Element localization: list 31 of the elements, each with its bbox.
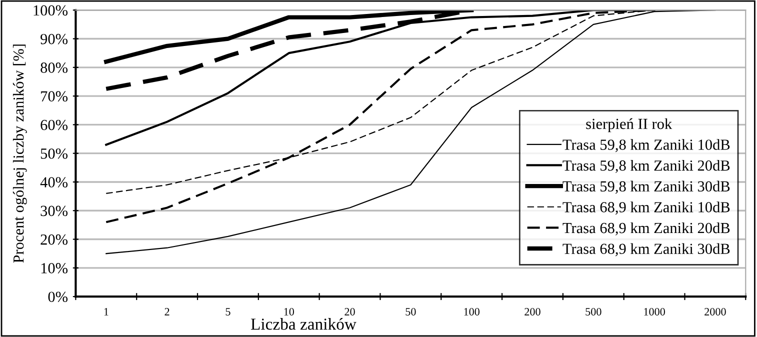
legend-label: Trasa 68,9 km Zaniki 30dB	[562, 243, 730, 256]
y-tick-label: 30%	[40, 206, 68, 216]
legend-label: Trasa 68,9 km Zaniki 20dB	[562, 222, 730, 236]
y-tick-label: 70%	[41, 91, 68, 102]
legend-label: Trasa 59,8 km Zaniki 10dB	[562, 139, 730, 152]
x-axis-title: Liczba zaników	[250, 318, 356, 330]
legend-label: Trasa 59,8 km Zaniki 20dB	[562, 160, 730, 173]
y-tick-label: 90%	[40, 34, 68, 44]
x-tick-label: 5	[226, 308, 230, 316]
y-tick-label: 40%	[40, 177, 68, 188]
x-tick-label: 1	[104, 308, 108, 316]
x-tick-label: 20	[344, 308, 355, 316]
y-axis-title: Procent ogólnej liczby zaników [%]	[12, 44, 27, 263]
legend-title: sierpień II rok	[586, 118, 672, 132]
y-tick-label: 50%	[40, 148, 68, 159]
legend-label: Trasa 68,9 km Zaniki 10dB	[562, 202, 730, 215]
x-tick-label: 200	[524, 308, 540, 316]
y-tick-label: 20%	[40, 234, 68, 245]
y-tick-label: 100%	[34, 5, 68, 16]
y-tick-label: 80%	[40, 62, 68, 73]
x-tick-label: 1000	[644, 308, 665, 316]
legend-label: Trasa 59,8 km Zaniki 30dB	[562, 180, 730, 194]
x-tick-label: 50	[406, 308, 416, 316]
x-tick-label: 500	[586, 308, 602, 316]
y-tick-label: 0%	[48, 292, 68, 302]
x-tick-label: 10	[284, 308, 294, 316]
x-tick-label: 2	[164, 308, 170, 316]
x-tick-label: 2000	[704, 308, 726, 316]
y-tick-label: 10%	[41, 263, 68, 274]
y-tick-label: 60%	[40, 120, 68, 130]
x-tick-label: 100	[464, 308, 480, 316]
